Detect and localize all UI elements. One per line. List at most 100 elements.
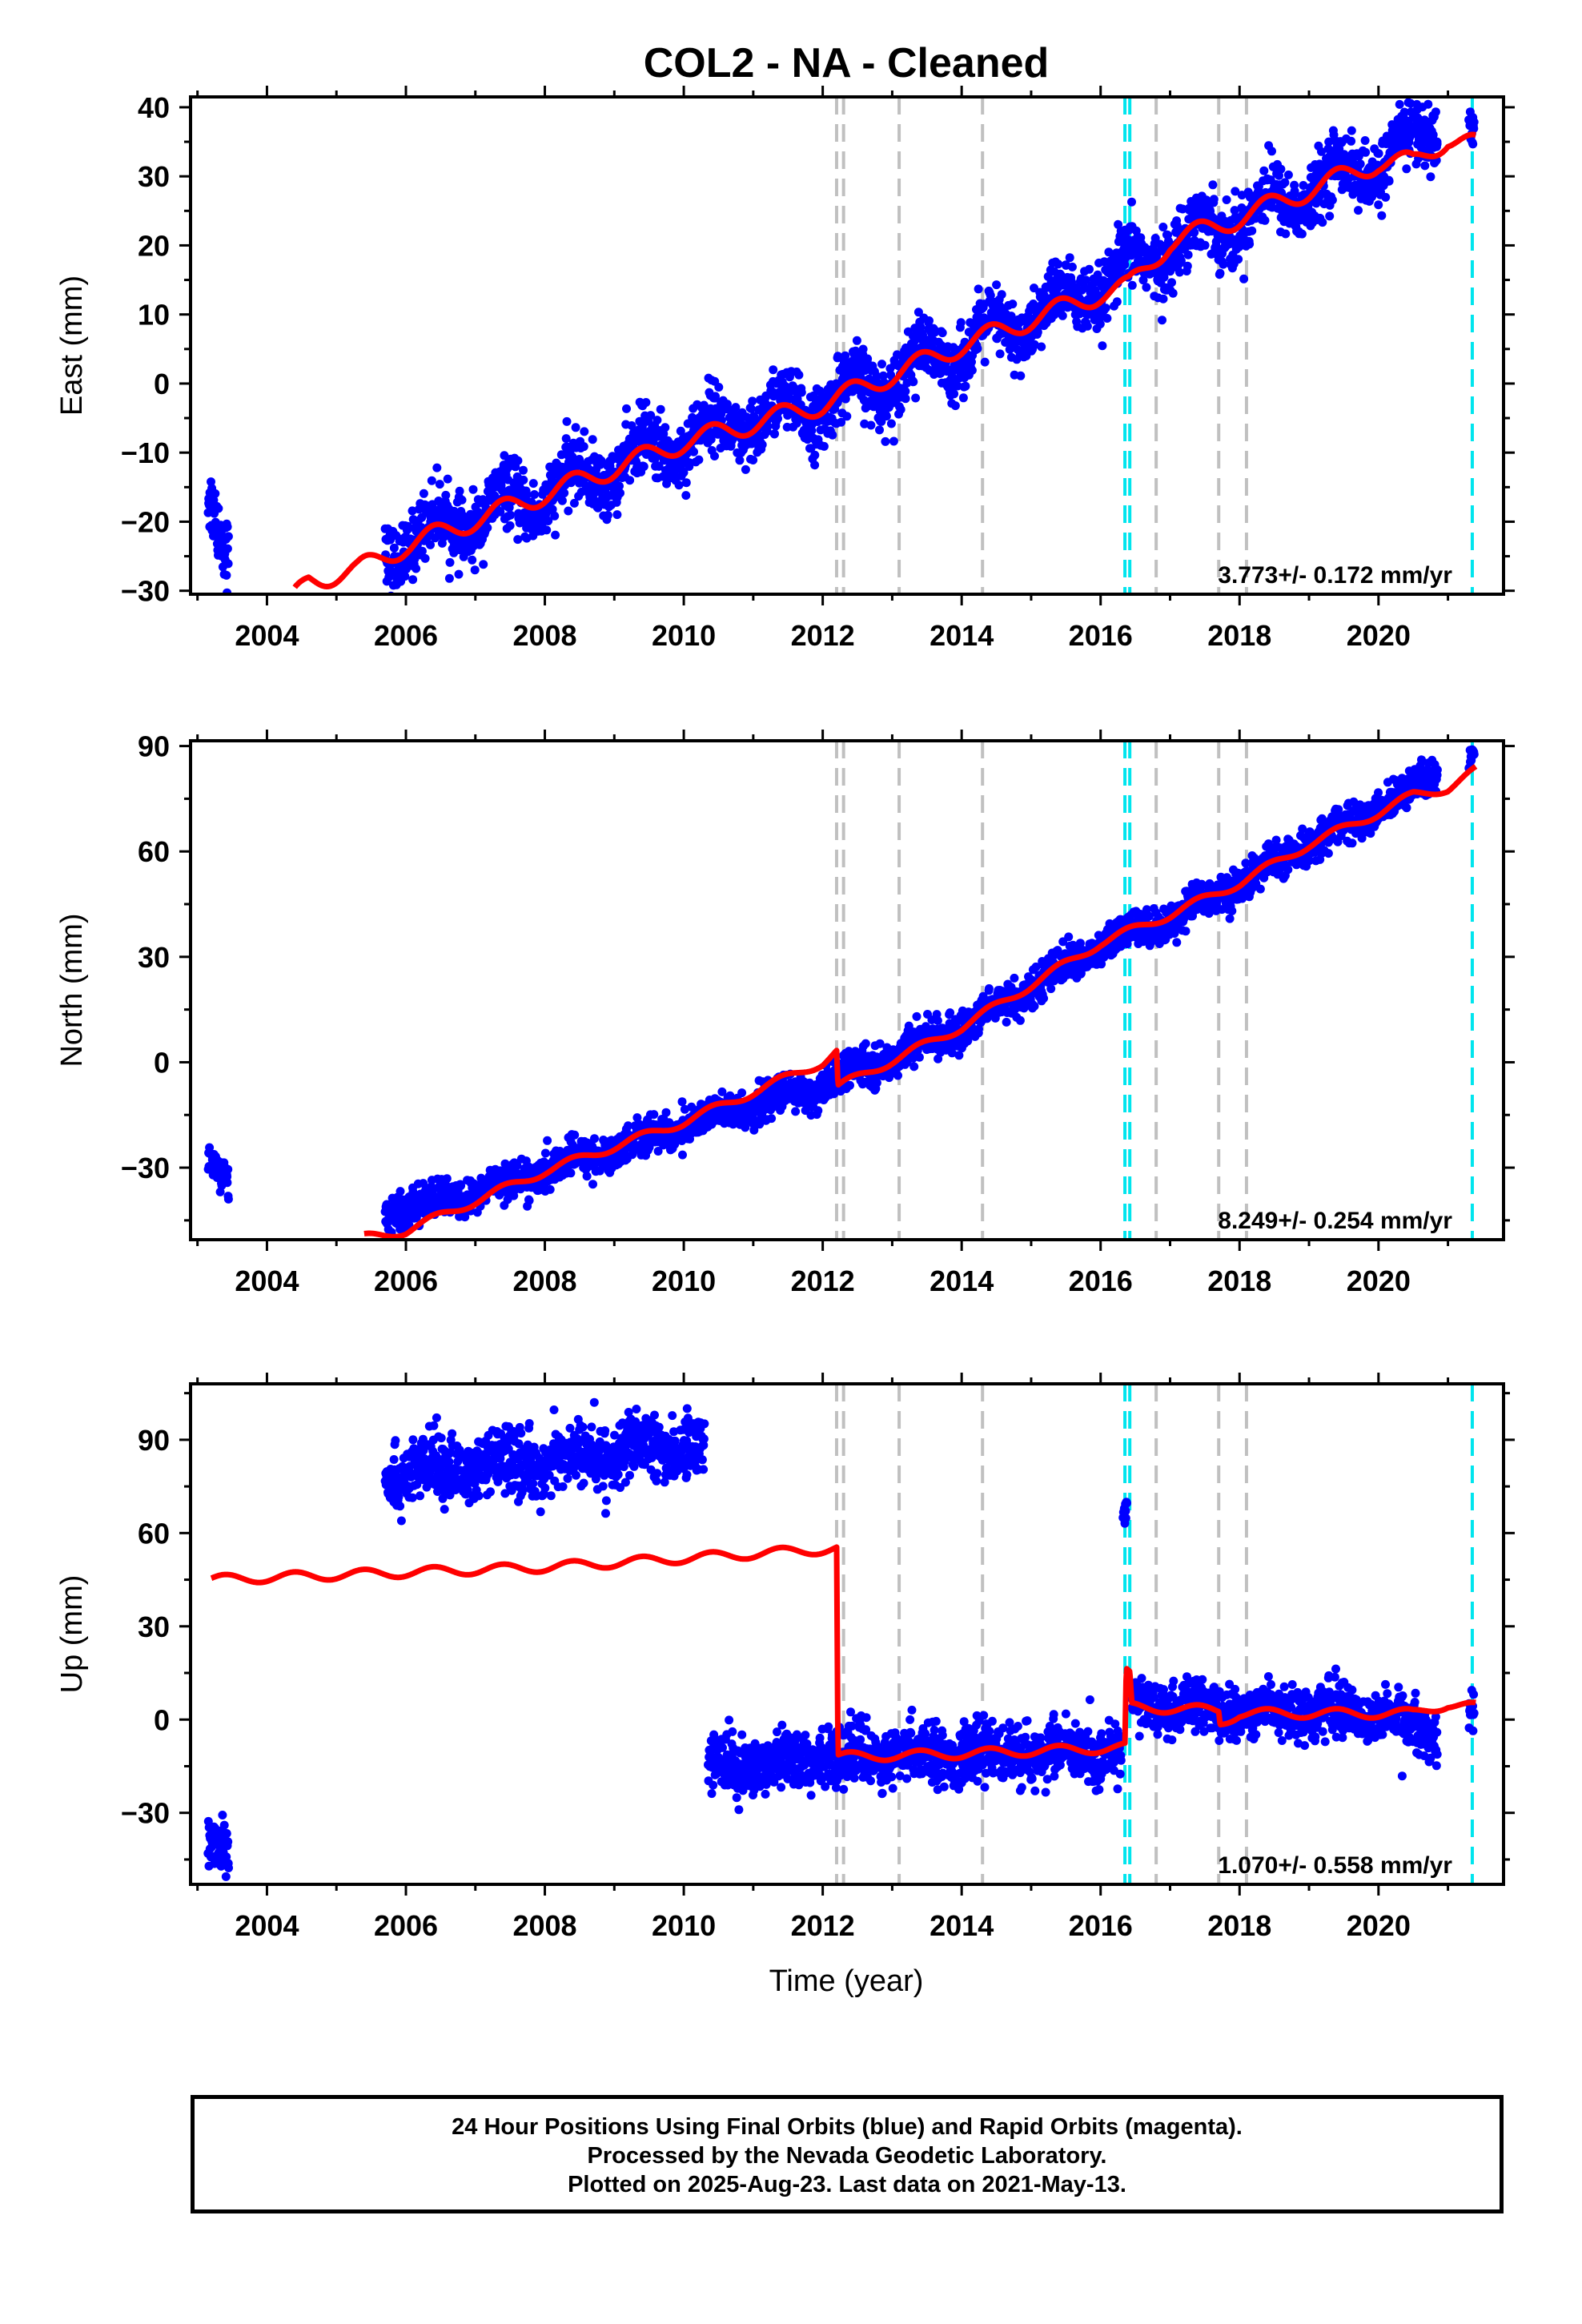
east-data-point [810, 460, 820, 470]
east-data-point [878, 371, 888, 380]
east-data-point [211, 489, 220, 498]
east-data-point [646, 411, 656, 420]
north-data-point [861, 1039, 870, 1048]
north-data-point [649, 1110, 659, 1120]
east-x-tick-label: 2008 [512, 619, 576, 652]
east-data-point [661, 423, 670, 432]
east-data-point [1168, 288, 1178, 298]
east-data-point [443, 474, 452, 484]
east-data-point [681, 491, 691, 501]
east-data-point [889, 436, 898, 446]
east-data-point [1234, 255, 1243, 264]
east-data-point [901, 394, 910, 404]
east-data-point [207, 477, 215, 487]
north-data-point [223, 1194, 233, 1204]
east-data-point [748, 396, 757, 406]
east-data-point [1260, 215, 1270, 225]
east-data-point [648, 437, 658, 447]
east-data-point [496, 507, 505, 517]
east-data-point [1297, 229, 1307, 239]
north-plot-area [203, 741, 1479, 1240]
east-data-point [1281, 229, 1291, 239]
east-data-point [992, 280, 1002, 290]
east-data-point [444, 573, 454, 583]
east-data-point [749, 456, 758, 464]
east-data-point [1200, 240, 1210, 250]
east-data-point [426, 540, 435, 549]
east-data-point [911, 393, 921, 403]
east-data-point [1469, 117, 1479, 127]
east-data-point [1247, 226, 1257, 235]
east-data-point [435, 480, 444, 489]
east-data-point [1374, 200, 1383, 210]
east-data-point [550, 511, 560, 521]
east-data-point [641, 398, 651, 407]
north-data-point [442, 1174, 452, 1184]
east-data-point [1390, 85, 1399, 94]
east-data-point [432, 463, 442, 472]
east-data-point [506, 510, 516, 520]
east-data-point [735, 456, 745, 465]
east-data-point [1082, 321, 1092, 331]
east-y-tick-label: −10 [121, 436, 170, 469]
east-data-point [519, 475, 528, 485]
east-plot-area [203, 85, 1479, 594]
east-data-point [562, 416, 572, 426]
east-data-point [513, 456, 523, 465]
east-data-point [1120, 260, 1130, 269]
north-data-point [933, 1016, 942, 1025]
east-data-point [674, 480, 684, 490]
east-x-tick-label: 2004 [235, 619, 299, 652]
east-data-point [1377, 211, 1387, 220]
east-data-point [763, 421, 773, 431]
east-x-tick-label: 2010 [652, 619, 716, 652]
east-data-point [419, 489, 428, 498]
east-data-point [1423, 99, 1433, 109]
east-data-point [214, 504, 223, 513]
east-data-point [454, 569, 464, 579]
east-data-point [223, 532, 233, 541]
east-data-point [656, 404, 665, 414]
east-y-axis-label: East (mm) [55, 275, 89, 416]
east-data-point [627, 421, 636, 430]
north-data-point [1064, 932, 1074, 942]
north-data-point [1015, 1015, 1025, 1025]
east-data-point [711, 392, 720, 401]
east-data-point [1065, 253, 1074, 263]
east-data-point [1142, 283, 1151, 292]
east-data-point [505, 521, 515, 530]
north-data-point [912, 1011, 921, 1021]
east-data-point [1360, 136, 1370, 145]
north-data-points [203, 745, 1479, 1238]
east-data-point [468, 555, 477, 565]
east-data-point [731, 403, 741, 412]
north-data-point [767, 1114, 777, 1124]
north-data-point [223, 1178, 232, 1188]
east-data-point [580, 427, 589, 436]
east-y-tick-label: 30 [138, 160, 170, 193]
east-data-point [1112, 297, 1122, 307]
east-x-tick-label: 2016 [1069, 619, 1133, 652]
east-data-point [1259, 166, 1269, 175]
east-data-point [564, 506, 573, 516]
east-data-point [1468, 139, 1478, 149]
east-data-point [1127, 280, 1137, 290]
east-data-point [694, 455, 704, 464]
east-data-point [956, 318, 966, 328]
north-data-point [545, 1184, 555, 1194]
north-data-point [914, 1052, 924, 1062]
east-data-point [445, 557, 455, 567]
east-data-point [973, 344, 982, 353]
east-data-point [1208, 180, 1218, 190]
east-y-tick-label: 10 [138, 299, 170, 332]
east-data-point [557, 496, 567, 505]
east-data-point [858, 344, 868, 354]
east-data-point [530, 490, 539, 499]
east-data-point [1325, 211, 1335, 221]
north-data-point [1046, 984, 1056, 994]
east-data-point [457, 495, 467, 505]
east-x-tick-label: 2020 [1347, 619, 1411, 652]
east-data-point [513, 535, 523, 545]
north-data-point [396, 1187, 405, 1196]
east-data-point [483, 523, 492, 533]
